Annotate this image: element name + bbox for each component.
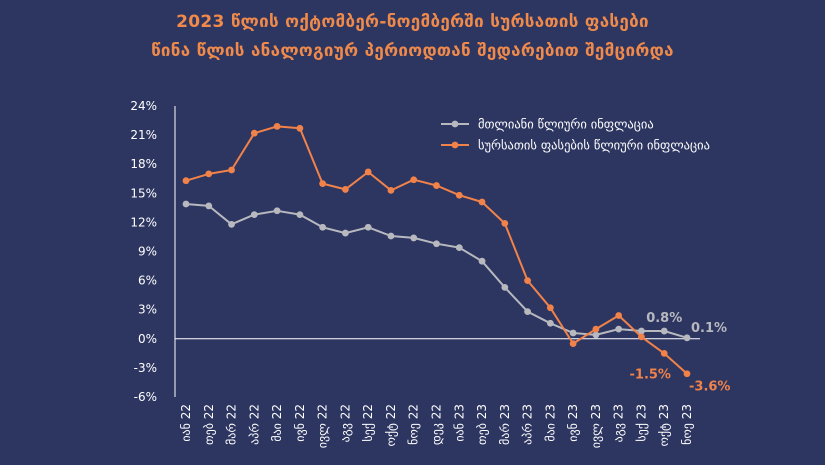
series-line-0 [185,203,688,339]
x-tick-label: მარ 22 [225,404,239,445]
legend-entry-label: სურსათის ფასების წლიური ინფლაცია [478,138,710,153]
x-tick-label: ნოე 23 [680,404,694,445]
data-point [410,176,418,184]
data-point [615,325,623,333]
chart-series [185,125,688,375]
data-point [569,329,577,337]
data-label: 0.8% [646,311,682,326]
data-point [433,240,440,248]
data-point [660,327,668,335]
series-line-1 [185,125,688,375]
y-tick-label: 12% [130,215,157,229]
x-tick-label: ივნ 23 [566,404,580,442]
y-tick-label: -3% [134,361,157,375]
y-tick-label: -6% [134,390,157,404]
data-point [638,333,645,341]
data-point [250,129,258,137]
x-tick-label: თებ 23 [475,404,489,445]
data-point [683,370,691,378]
x-tick-label: სექ 23 [634,404,648,442]
x-tick-label: მაი 23 [543,404,557,442]
x-tick-label: აგვ 23 [612,404,626,442]
data-label: 0.1% [691,321,727,336]
x-tick-label: ივლ 23 [589,404,603,448]
data-label: -3.6% [689,380,730,395]
data-point [410,234,418,242]
data-point [433,182,440,189]
y-tick-label: 3% [138,303,157,317]
data-point [455,191,463,199]
data-point [546,304,554,312]
x-tick-label: მაი 22 [270,404,284,442]
y-tick-label: 0% [138,332,157,346]
x-tick-label: ოქტ 23 [657,404,671,447]
data-point [501,219,509,227]
data-point [683,334,691,342]
chart-title-line-1: 2023 წლის ოქტომბერ-ნოემბერში სურსათის ფა… [176,12,649,32]
y-tick-label: 21% [130,128,157,142]
x-tick-label: ივნ 22 [293,404,307,442]
x-tick-label: ოქტ 22 [384,404,398,447]
x-tick-label: იან 22 [179,404,193,442]
data-point [478,198,486,206]
x-tick-label: აგვ 22 [338,404,352,442]
data-point [342,186,349,193]
data-point [455,244,463,252]
y-tick-label: 6% [138,274,157,288]
data-point [250,211,258,219]
x-tick-label: ნოე 22 [407,404,421,445]
x-tick-label: აპრ 22 [247,404,261,445]
data-point [569,340,577,348]
data-point [592,331,600,339]
chart-points [182,122,691,378]
data-point [478,257,486,265]
data-point [296,211,304,219]
data-point [296,124,304,132]
x-tick-label: თებ 22 [202,404,216,445]
chart-axes: -6% -3% 0% 3% 6% 9% 12% 15% 18% 21% 24% იან 22 თებ 2… [130,99,700,448]
data-point [205,202,213,210]
data-point [182,177,190,185]
data-point [319,223,327,231]
data-point [273,207,281,215]
chart-data-labels: 0.8% 0.1% -1.5% -3.6% [630,311,731,395]
data-point [228,166,235,174]
data-point [387,232,395,240]
data-point [387,186,395,194]
data-point [273,122,281,130]
data-point [205,170,213,178]
y-tick-label: 24% [130,99,157,113]
data-point [342,229,349,237]
chart-legend: მთლიანი წლიური ინფლაცია სურსათის ფასების … [441,117,710,153]
data-point [615,312,623,319]
data-point [501,283,509,291]
x-tick-label: ივლ 22 [316,404,330,448]
legend-swatch-marker [451,141,459,149]
data-label: -1.5% [630,367,671,382]
x-tick-label: სექ 22 [361,404,375,442]
y-tick-label: 15% [130,186,157,200]
data-point [182,200,190,208]
chart-title-line-2: წინა წლის ანალოგიურ პერიოდთან შედარებით … [151,41,674,61]
data-point [524,308,531,316]
x-tick-label: აპრ 23 [521,404,535,445]
data-point [592,325,600,333]
y-tick-label: 18% [130,157,157,171]
y-tick-label: 9% [138,245,157,259]
data-point [364,168,372,176]
data-point [228,220,235,228]
data-point [660,349,668,357]
data-point [638,327,645,335]
legend-entry-label: მთლიანი წლიური ინფლაცია [478,117,654,132]
data-point [524,277,531,284]
x-tick-label: იან 23 [452,404,466,442]
data-point [546,319,554,327]
data-point [364,223,372,231]
legend-swatch-marker [451,120,459,128]
data-point [319,180,327,188]
x-tick-label: მარ 23 [498,404,512,445]
x-tick-label: დეკ 22 [430,404,444,445]
